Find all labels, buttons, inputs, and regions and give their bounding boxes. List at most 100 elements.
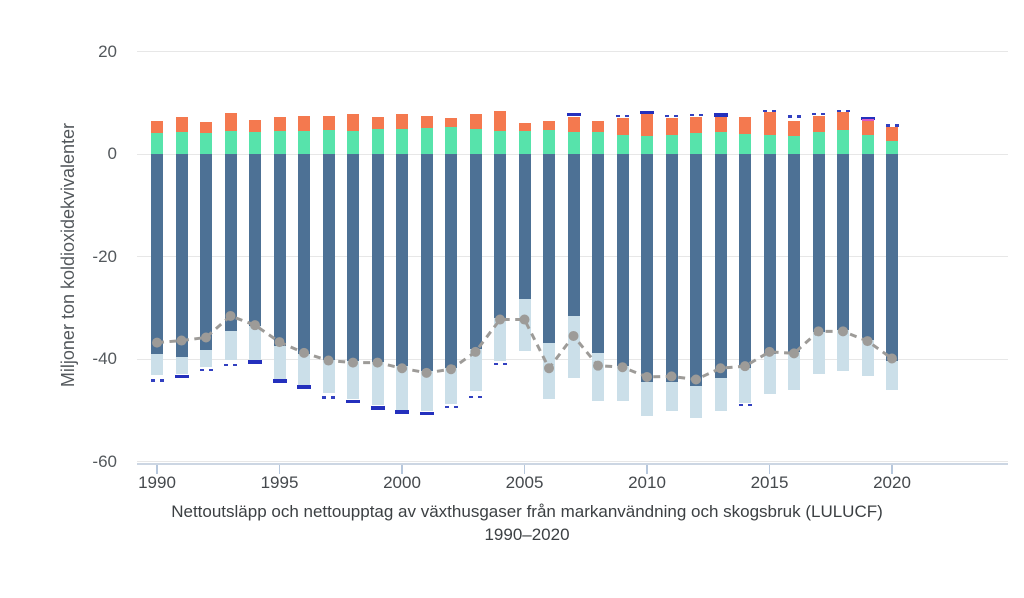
bar-2006-green[interactable] [543, 129, 555, 154]
bar-1995-green[interactable] [273, 131, 286, 154]
bar-1997-orange[interactable] [322, 115, 335, 130]
bar-1993-darkblue[interactable] [224, 154, 237, 332]
net-point-2003[interactable] [470, 346, 481, 357]
tick-2016-navy-top-a[interactable] [787, 115, 792, 118]
bar-1994-lightblue[interactable] [249, 325, 261, 361]
bar-1991-darkblue[interactable] [175, 154, 188, 358]
net-point-2016[interactable] [789, 348, 799, 359]
bar-2003-green[interactable] [469, 129, 482, 154]
bar-1993-lightblue[interactable] [224, 331, 237, 360]
bar-2011-lightblue[interactable] [665, 382, 678, 412]
bar-2019-orange[interactable] [861, 120, 874, 136]
bar-2014-orange[interactable] [739, 117, 751, 134]
net-point-1993[interactable] [225, 310, 236, 321]
net-point-2005[interactable] [519, 314, 530, 325]
tick-2019-magenta[interactable] [861, 118, 874, 122]
bar-1994-orange[interactable] [249, 119, 261, 132]
tick-1996-navy-bottom[interactable] [297, 385, 311, 389]
bar-2007-orange[interactable] [567, 116, 580, 133]
bar-2019-green[interactable] [861, 135, 874, 154]
net-point-1991[interactable] [176, 335, 187, 346]
bar-2012-lightblue[interactable] [690, 386, 702, 419]
bar-1990-orange[interactable] [151, 120, 163, 133]
bar-2019-lightblue[interactable] [861, 340, 874, 376]
net-point-2012[interactable] [691, 374, 701, 385]
bar-1994-darkblue[interactable] [249, 154, 261, 326]
bar-2011-orange[interactable] [665, 118, 678, 136]
tick-2017-navy-top-a[interactable] [812, 112, 816, 116]
tick-2004-navy-bottom-a[interactable] [493, 362, 498, 366]
bar-2005-darkblue[interactable] [518, 154, 531, 300]
bar-1994-green[interactable] [249, 131, 261, 154]
bar-2002-lightblue[interactable] [445, 368, 457, 405]
bar-1995-lightblue[interactable] [273, 346, 286, 379]
bar-1991-green[interactable] [175, 132, 188, 154]
net-point-2007[interactable] [568, 330, 579, 341]
bar-2020-lightblue[interactable] [886, 361, 898, 390]
tick-2014-navy-bottom-b[interactable] [747, 403, 752, 407]
tick-2012-navy-top-b[interactable] [698, 113, 703, 117]
bar-2017-lightblue[interactable] [812, 332, 825, 375]
bar-2000-orange[interactable] [396, 114, 408, 130]
bar-2013-green[interactable] [714, 132, 727, 154]
bar-2018-green[interactable] [837, 129, 849, 154]
net-point-1992[interactable] [201, 332, 211, 343]
bar-2015-lightblue[interactable] [763, 354, 776, 395]
tick-1994-navy-bottom[interactable] [248, 360, 262, 364]
tick-2001-navy-bottom[interactable] [419, 411, 434, 416]
bar-2004-green[interactable] [494, 131, 506, 154]
bar-2016-green[interactable] [788, 136, 800, 154]
bar-2007-darkblue[interactable] [567, 154, 580, 316]
bar-2014-lightblue[interactable] [739, 368, 751, 404]
bar-2008-green[interactable] [592, 132, 604, 154]
net-point-2017[interactable] [813, 326, 824, 337]
bar-2017-darkblue[interactable] [812, 154, 825, 333]
bar-1991-lightblue[interactable] [175, 357, 188, 374]
tick-1992-navy-bottom-b[interactable] [208, 368, 213, 371]
tick-2014-navy-bottom-a[interactable] [738, 403, 743, 407]
tick-1991-navy-bottom[interactable] [174, 374, 189, 379]
bar-2000-green[interactable] [396, 129, 408, 154]
bar-2009-green[interactable] [616, 135, 629, 154]
net-point-2015[interactable] [764, 346, 775, 357]
tick-2016-navy-top-b[interactable] [796, 115, 801, 118]
net-point-1990[interactable] [152, 337, 162, 348]
tick-1995-navy-bottom[interactable] [272, 379, 287, 383]
bar-2012-orange[interactable] [690, 117, 702, 133]
bar-2003-lightblue[interactable] [469, 349, 482, 392]
bar-1998-orange[interactable] [347, 114, 359, 131]
net-point-1998[interactable] [348, 357, 358, 368]
bar-1996-orange[interactable] [298, 115, 310, 131]
bar-1992-darkblue[interactable] [200, 154, 212, 351]
bar-1999-darkblue[interactable] [371, 154, 384, 362]
bar-2005-lightblue[interactable] [518, 299, 531, 351]
tick-2015-navy-top-b[interactable] [772, 109, 776, 113]
tick-2012-navy-top-a[interactable] [689, 113, 694, 117]
bar-1993-green[interactable] [224, 131, 237, 154]
tick-1992-navy-bottom-a[interactable] [199, 368, 204, 371]
bar-1998-lightblue[interactable] [347, 361, 359, 399]
tick-2020-navy-top-b[interactable] [894, 124, 899, 127]
bar-2013-orange[interactable] [714, 117, 727, 133]
tick-1999-navy-bottom[interactable] [370, 406, 385, 410]
bar-1996-lightblue[interactable] [298, 354, 310, 386]
net-point-1995[interactable] [274, 337, 285, 348]
tick-2018-navy-top-b[interactable] [845, 109, 850, 113]
bar-2019-darkblue[interactable] [861, 154, 874, 341]
bar-2006-orange[interactable] [543, 120, 555, 130]
tick-2015-navy-top-a[interactable] [763, 109, 767, 113]
bar-2002-green[interactable] [445, 127, 457, 154]
bar-2001-lightblue[interactable] [420, 371, 433, 412]
bar-2018-orange[interactable] [837, 112, 849, 130]
net-point-1996[interactable] [299, 347, 309, 358]
bar-1997-darkblue[interactable] [322, 154, 335, 360]
net-point-2014[interactable] [740, 361, 750, 372]
bar-2020-orange[interactable] [886, 127, 898, 141]
tick-2013-navy-top[interactable] [713, 113, 728, 117]
net-point-2000[interactable] [397, 363, 407, 374]
bar-2020-green[interactable] [886, 140, 898, 154]
bar-1998-darkblue[interactable] [347, 154, 359, 362]
bar-2008-darkblue[interactable] [592, 154, 604, 353]
net-point-2013[interactable] [715, 363, 726, 374]
tick-2019-navy-top[interactable] [860, 116, 875, 121]
